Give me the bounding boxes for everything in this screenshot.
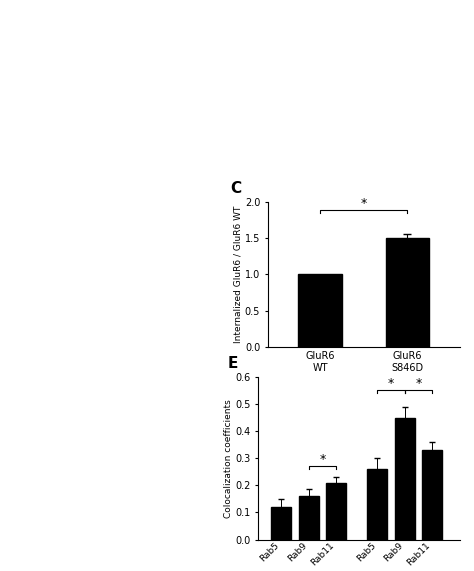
Bar: [271, 507, 292, 540]
Bar: [386, 238, 429, 347]
Y-axis label: Internalized GluR6 / GluR6 WT: Internalized GluR6 / GluR6 WT: [233, 206, 242, 343]
Bar: [367, 469, 387, 540]
Bar: [395, 417, 415, 540]
Text: *: *: [319, 453, 326, 465]
Bar: [298, 275, 342, 347]
Bar: [422, 450, 442, 540]
Text: *: *: [388, 377, 394, 389]
Text: C: C: [230, 181, 241, 196]
Text: E: E: [228, 356, 238, 371]
Bar: [299, 496, 319, 540]
Text: *: *: [415, 377, 422, 389]
Text: *: *: [361, 196, 367, 210]
Y-axis label: Colocalization coefficients: Colocalization coefficients: [224, 399, 233, 517]
Bar: [326, 482, 346, 540]
